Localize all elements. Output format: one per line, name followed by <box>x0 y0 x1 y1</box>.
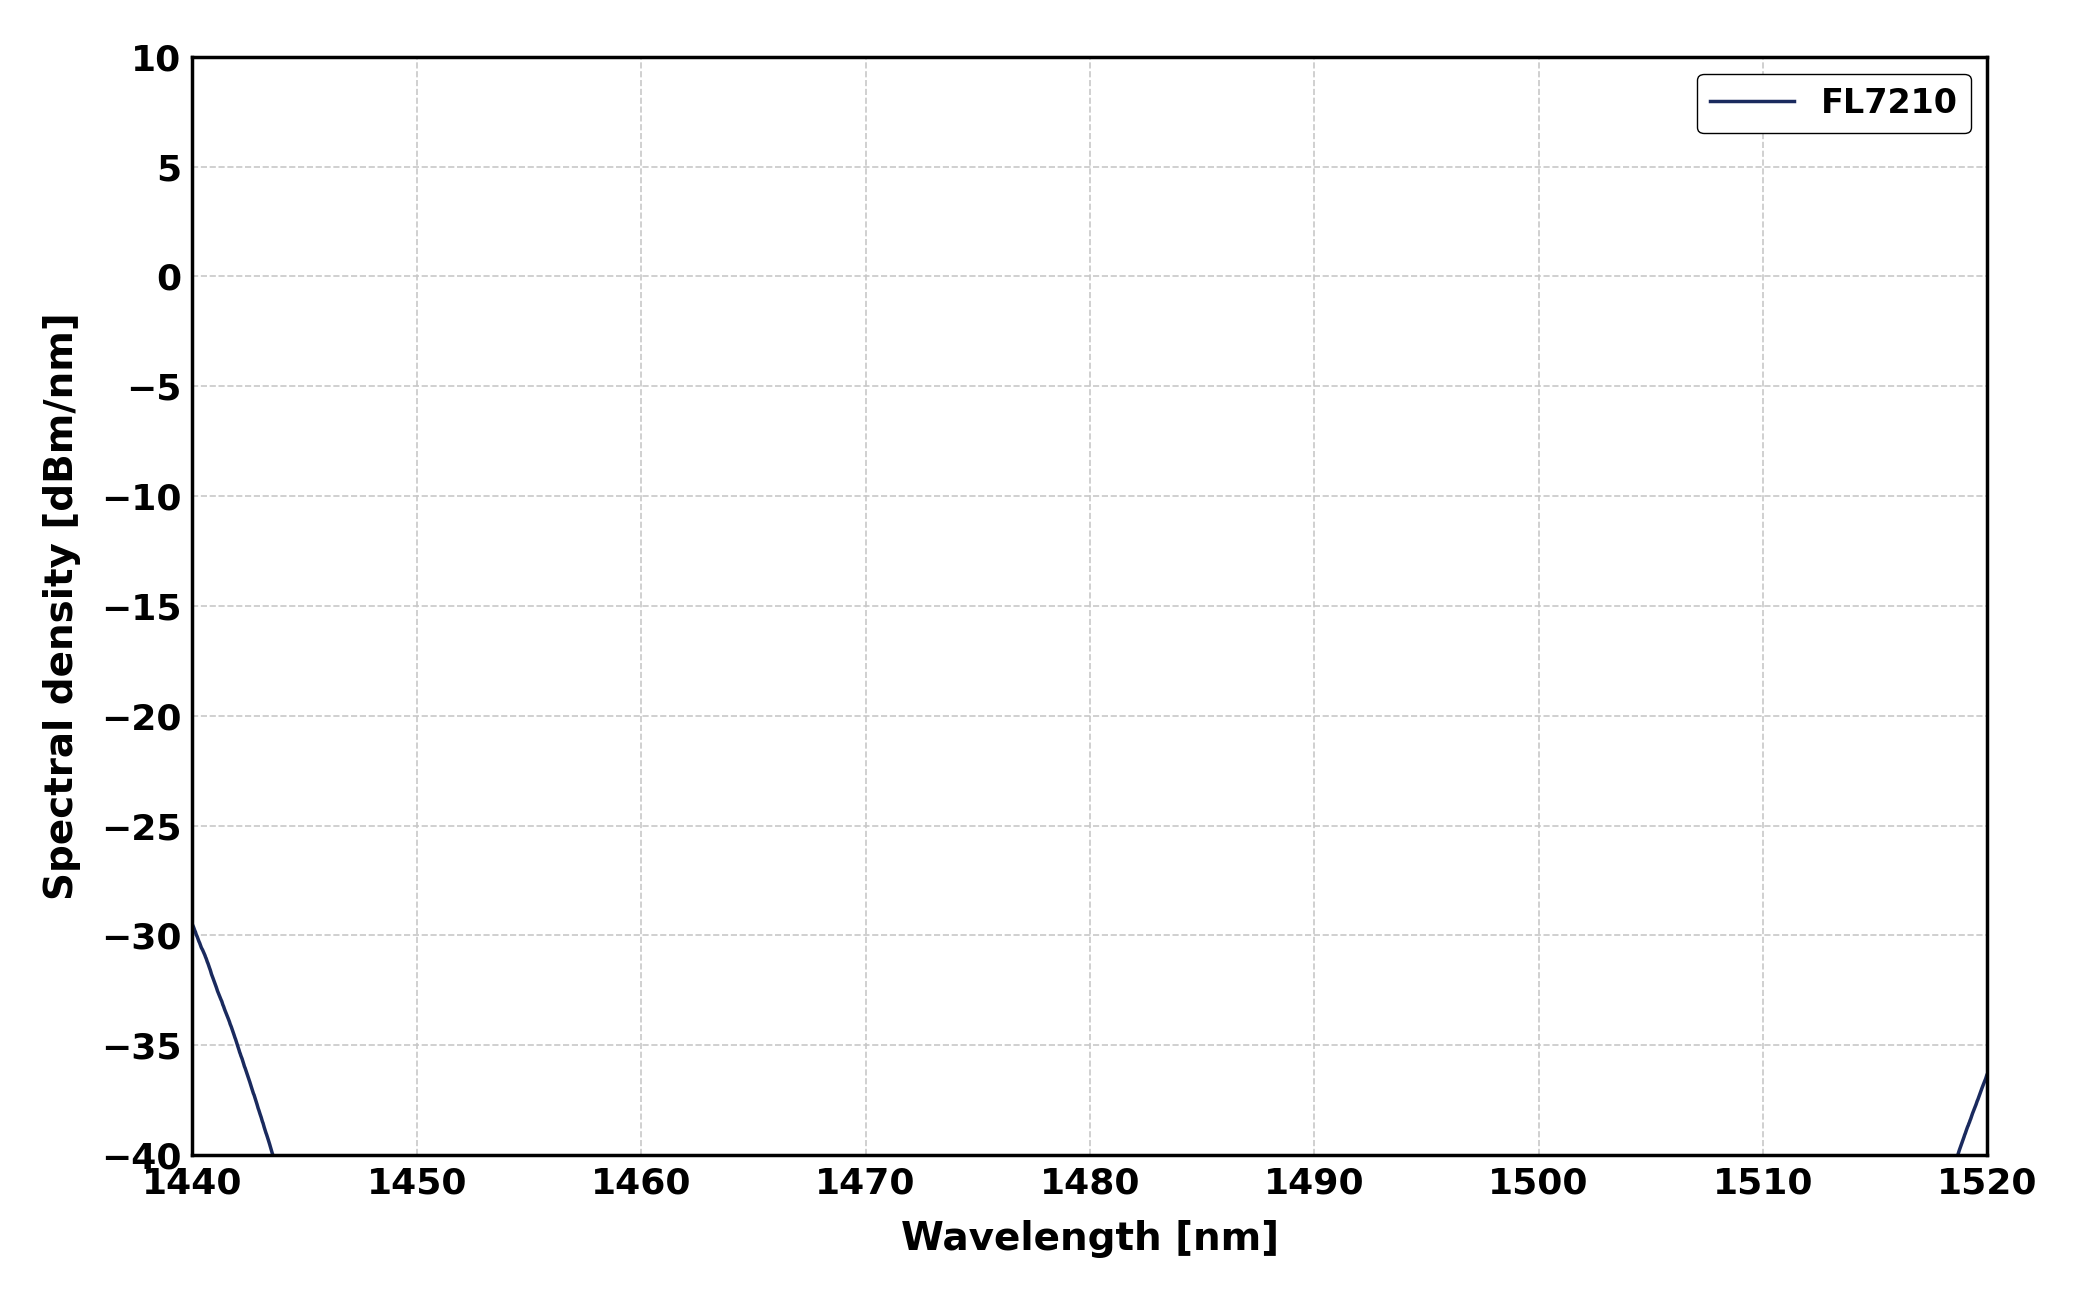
Y-axis label: Spectral density [dBm/nm]: Spectral density [dBm/nm] <box>44 312 81 900</box>
Legend: FL7210: FL7210 <box>1698 73 1971 133</box>
FL7210 <box>1939 1162 1964 1177</box>
Line: FL7210: FL7210 <box>191 925 1987 1301</box>
X-axis label: Wavelength [nm]: Wavelength [nm] <box>901 1219 1280 1258</box>
FL7210 <box>179 917 204 933</box>
FL7210 <box>1975 1066 2000 1081</box>
